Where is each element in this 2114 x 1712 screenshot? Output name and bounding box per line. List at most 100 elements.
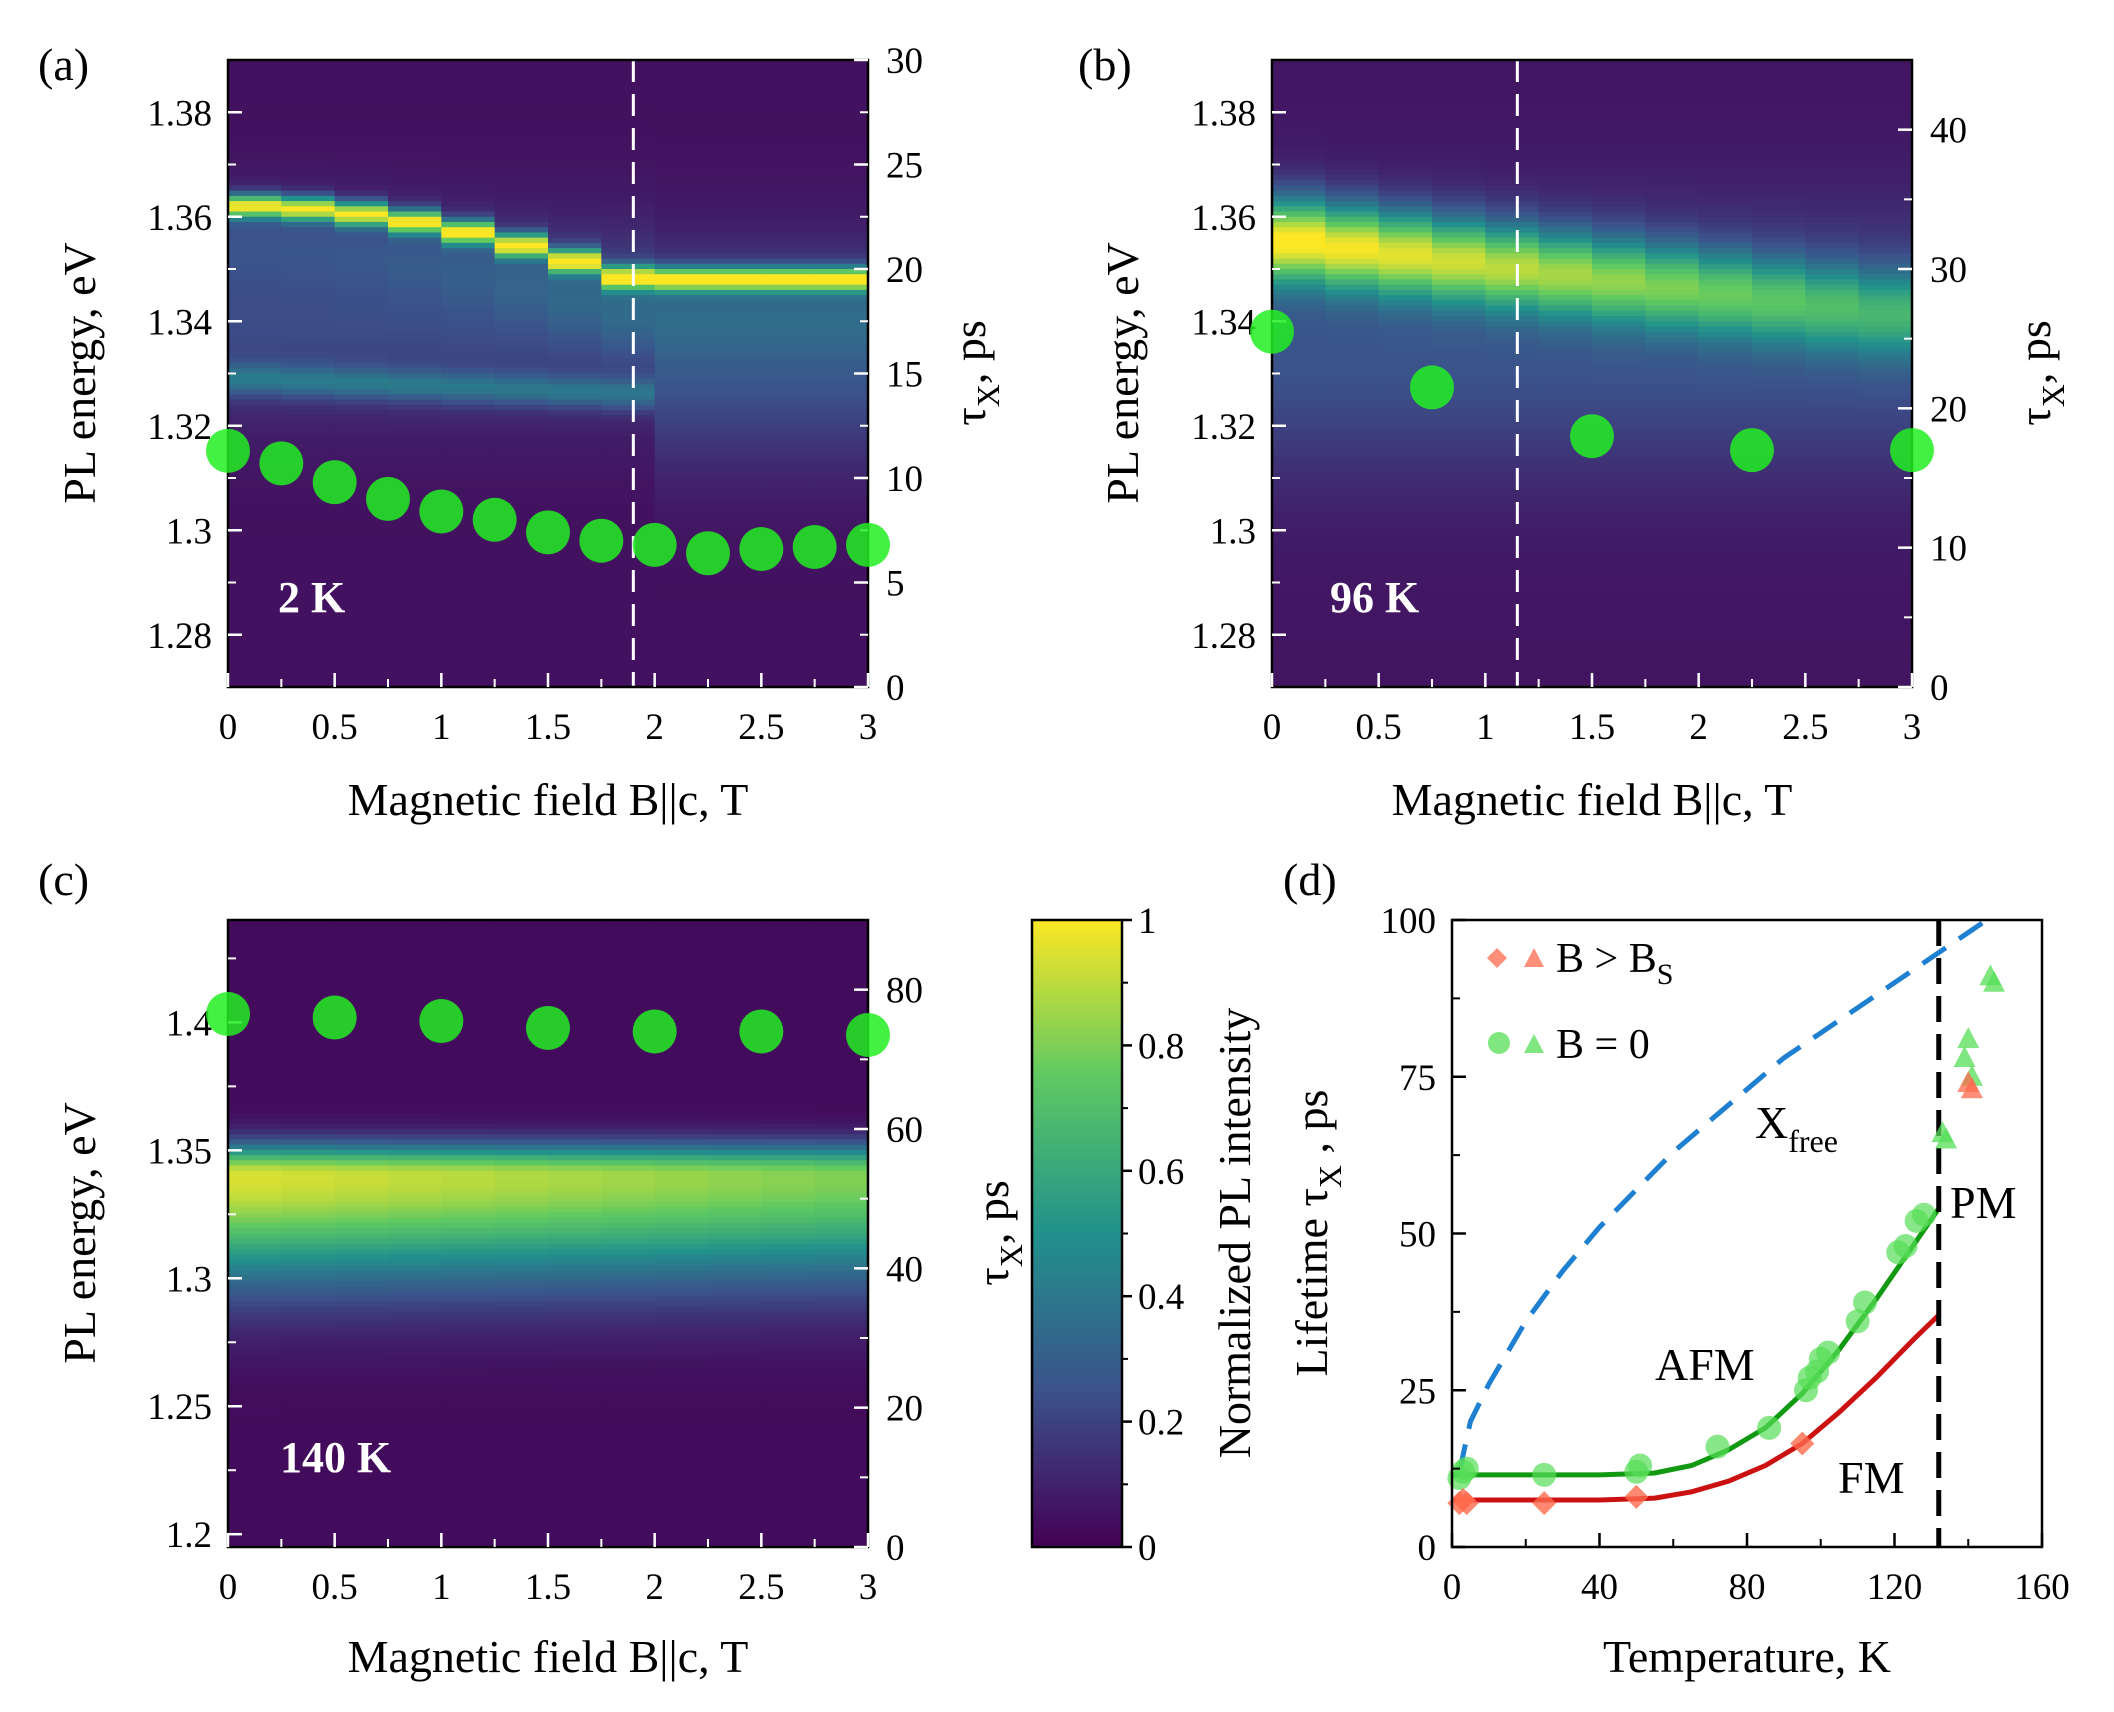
- heatmap-cell: [548, 1144, 603, 1151]
- heatmap-cell: [708, 185, 763, 192]
- heatmap-cell: [441, 1066, 496, 1073]
- heatmap-cell: [388, 1243, 443, 1251]
- heatmap-cell: [761, 1296, 816, 1303]
- heatmap-cell: [228, 195, 283, 203]
- heatmap-cell: [1698, 671, 1753, 678]
- panel-b-y2label: τX, ps: [2009, 320, 2071, 426]
- heatmap-cell: [494, 201, 549, 208]
- x-tick-label: 0: [1263, 707, 1282, 748]
- heatmap-cell: [388, 982, 443, 989]
- heatmap-cell: [1272, 451, 1327, 459]
- heatmap-cell: [1645, 295, 1700, 302]
- heatmap-cell: [441, 368, 496, 375]
- heatmap-cell: [388, 577, 443, 584]
- heatmap-cell: [388, 1008, 443, 1016]
- heatmap-cell: [1858, 545, 1912, 553]
- heatmap-cell: [654, 1494, 709, 1501]
- heatmap-cell: [1485, 577, 1540, 584]
- heatmap-cell: [1592, 404, 1647, 412]
- heatmap-cell: [1538, 216, 1593, 223]
- heatmap-cell: [281, 295, 336, 302]
- heatmap-cell: [281, 1066, 336, 1073]
- heatmap-cell: [1378, 509, 1433, 516]
- heatmap-cell: [441, 258, 496, 265]
- heatmap-cell: [281, 96, 336, 103]
- heatmap-cell: [281, 556, 336, 563]
- heatmap-cell: [814, 1071, 868, 1078]
- heatmap-cell: [814, 577, 868, 584]
- heatmap-cell: [1272, 284, 1327, 291]
- heatmap-cell: [1378, 650, 1433, 657]
- heatmap-cell: [1752, 107, 1807, 114]
- heatmap-cell: [334, 227, 389, 234]
- heatmap-cell: [601, 122, 656, 129]
- heatmap-cell: [1485, 164, 1540, 171]
- heatmap-cell: [1325, 96, 1380, 103]
- heatmap-cell: [281, 1061, 336, 1068]
- heatmap-cell: [654, 1290, 709, 1298]
- heatmap-cell: [601, 1390, 656, 1397]
- heatmap-cell: [334, 1129, 389, 1136]
- heatmap-cell: [281, 1395, 336, 1402]
- heatmap-cell: [1272, 117, 1327, 124]
- heatmap-cell: [441, 1536, 496, 1543]
- heatmap-cell: [1858, 478, 1912, 485]
- heatmap-cell: [228, 1071, 283, 1078]
- heatmap-cell: [494, 289, 549, 297]
- heatmap-cell: [1485, 410, 1540, 417]
- heatmap-cell: [441, 331, 496, 338]
- heatmap-cell: [494, 1452, 549, 1460]
- heatmap-cell: [334, 1447, 389, 1454]
- heatmap-cell: [494, 378, 549, 385]
- heatmap-cell: [1432, 498, 1487, 506]
- heatmap-cell: [441, 676, 496, 683]
- heatmap-cell: [1805, 566, 1860, 574]
- heatmap-cell: [494, 1285, 549, 1292]
- heatmap-cell: [388, 316, 443, 323]
- heatmap-cell: [388, 1515, 443, 1522]
- heatmap-cell: [228, 1395, 283, 1402]
- heatmap-cell: [654, 436, 709, 443]
- heatmap-cell: [1538, 666, 1593, 673]
- heatmap-cell: [708, 645, 763, 652]
- heatmap-cell: [334, 1458, 389, 1465]
- heatmap-cell: [1272, 671, 1327, 678]
- heatmap-cell: [601, 258, 656, 265]
- heatmap-cell: [1432, 645, 1487, 652]
- heatmap-cell: [761, 457, 816, 464]
- heatmap-cell: [388, 1541, 443, 1547]
- heatmap-cell: [654, 1280, 709, 1287]
- heatmap-cell: [654, 940, 709, 948]
- heatmap-cell: [494, 410, 549, 417]
- heatmap-cell: [494, 441, 549, 448]
- heatmap-cell: [281, 619, 336, 626]
- heatmap-cell: [814, 446, 868, 453]
- heatmap-cell: [548, 1374, 603, 1381]
- heatmap-cell: [334, 535, 389, 542]
- heatmap-cell: [1645, 598, 1700, 605]
- heatmap-cell: [761, 930, 816, 937]
- heatmap-cell: [228, 253, 283, 260]
- heatmap-cell: [548, 1479, 603, 1486]
- heatmap-cell: [761, 993, 816, 1000]
- heatmap-cell: [654, 237, 709, 244]
- heatmap-cell: [1538, 650, 1593, 657]
- heatmap-cell: [388, 441, 443, 448]
- heatmap-cell: [814, 666, 868, 673]
- heatmap-cell: [1538, 227, 1593, 234]
- heatmap-cell: [441, 446, 496, 453]
- heatmap-cell: [1378, 195, 1433, 203]
- heatmap-cell: [1752, 451, 1807, 459]
- heatmap-cell: [1805, 420, 1860, 427]
- heatmap-cell: [494, 951, 549, 958]
- heatmap-cell: [441, 998, 496, 1005]
- heatmap-cell: [334, 1290, 389, 1298]
- heatmap-cell: [548, 566, 603, 574]
- heatmap-cell: [601, 1280, 656, 1287]
- heatmap-cell: [708, 227, 763, 234]
- heatmap-cell: [1858, 582, 1912, 589]
- heatmap-cell: [1645, 368, 1700, 375]
- heatmap-cell: [494, 242, 549, 250]
- heatmap-cell: [1698, 582, 1753, 589]
- heatmap-cell: [334, 274, 389, 281]
